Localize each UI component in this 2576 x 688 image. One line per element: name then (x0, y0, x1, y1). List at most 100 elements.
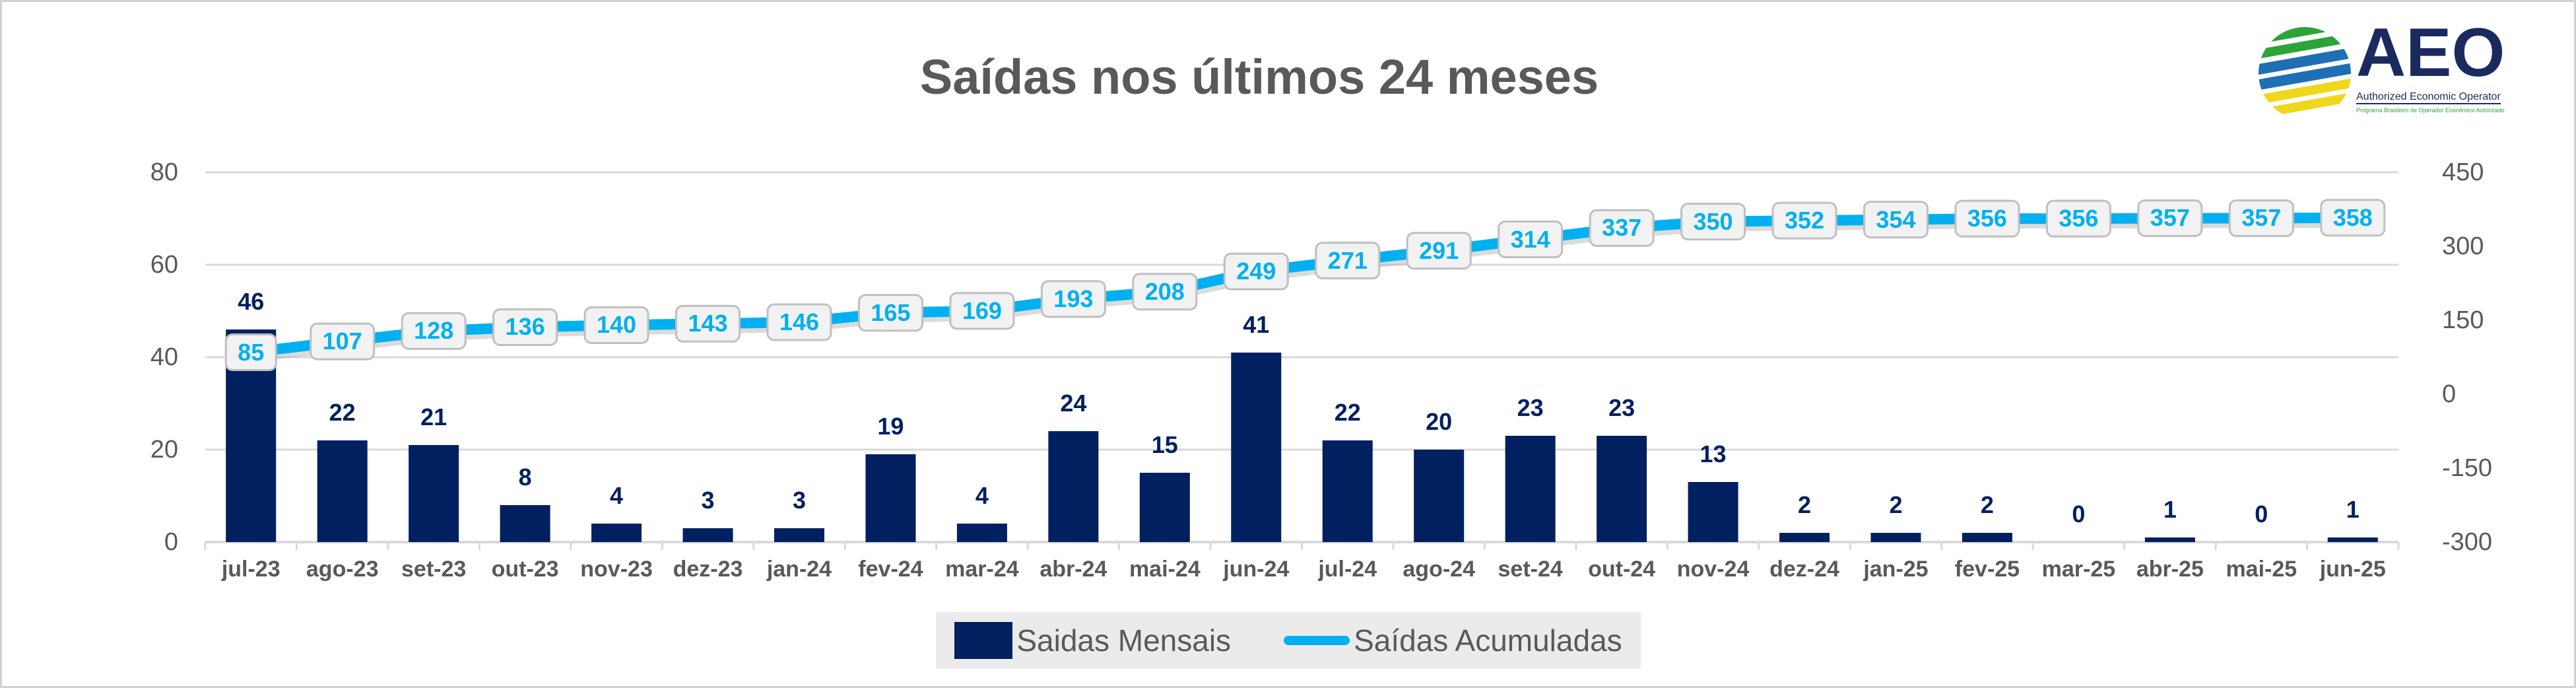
bar-data-label: 23 (1608, 394, 1635, 421)
line-data-label-box (2320, 199, 2386, 237)
line-data-label-box (1771, 201, 1837, 240)
bar (1322, 440, 1373, 542)
x-tick-label: mai-24 (1129, 557, 1201, 582)
line-data-label: 354 (1876, 205, 1916, 233)
bar-data-label: 41 (1243, 311, 1270, 338)
legend-label: Saídas Acumuladas (1354, 623, 1622, 658)
line-data-label: 107 (322, 327, 362, 355)
line-data-label-box (492, 308, 558, 346)
line-data-label: 352 (1784, 207, 1825, 234)
x-tick-label: jan-24 (766, 557, 832, 582)
bar (2144, 537, 2195, 542)
x-tick-label: fev-24 (858, 557, 923, 582)
line-data-label-box (1315, 242, 1381, 280)
y-left-tick-label: 20 (150, 436, 178, 464)
bar (2327, 537, 2378, 542)
legend-item-acumuladas: Saídas Acumuladas (1284, 623, 1622, 658)
y-left-tick-label: 60 (150, 251, 178, 279)
line-data-label-box (1132, 273, 1198, 311)
x-tick-label: abr-24 (1040, 557, 1107, 582)
bar-data-label: 2 (1980, 491, 1994, 518)
line-data-label: 291 (1419, 236, 1459, 264)
x-tick-label: dez-24 (1769, 557, 1839, 582)
x-tick-label: jul-23 (221, 557, 281, 582)
line-data-label: 193 (1053, 285, 1094, 312)
chart-title: Saídas nos últimos 24 meses (919, 50, 1599, 104)
x-tick-label: jan-25 (1863, 557, 1929, 582)
y-left-tick-label: 0 (164, 528, 178, 556)
bar-data-label: 20 (1426, 408, 1453, 435)
line-data-label: 128 (414, 317, 454, 345)
x-tick-label: nov-24 (1676, 557, 1750, 582)
line-data-label: 337 (1602, 214, 1642, 242)
bar-data-label: 22 (1334, 399, 1361, 426)
line-data-label: 136 (505, 313, 545, 341)
bar (1597, 436, 1647, 542)
line-data-label-box (1223, 252, 1289, 291)
legend-label: Saidas Mensais (1016, 623, 1232, 658)
bar-data-label: 24 (1060, 390, 1087, 417)
bar-data-label: 8 (518, 464, 532, 491)
line-data-label-box (1863, 201, 1929, 239)
y-right-tick-label: 150 (2442, 306, 2484, 334)
bar-data-label: 1 (2163, 496, 2177, 523)
line-data-label-box (310, 322, 376, 361)
line-data-label: 357 (2241, 204, 2282, 232)
x-tick-label: mar-24 (945, 557, 1019, 582)
line-data-label-box (2228, 199, 2294, 237)
bar-data-label: 46 (238, 288, 265, 315)
legend: Saidas Mensais Saídas Acumuladas (936, 612, 1641, 669)
line-data-label-box (1954, 199, 2020, 238)
x-tick-label: mar-25 (2041, 557, 2116, 582)
x-tick-label: set-24 (1498, 557, 1563, 582)
line-data-label: 249 (1236, 258, 1276, 285)
x-tick-label: mai-25 (2226, 557, 2297, 582)
bar-data-label: 22 (329, 399, 356, 426)
bar (1688, 482, 1738, 542)
bar (1779, 533, 1830, 542)
line-data-label: 165 (871, 298, 911, 326)
legend-swatch-bar (954, 622, 1013, 659)
line-data-label: 271 (1327, 246, 1368, 274)
line-data-label-box (949, 292, 1015, 330)
bar (1870, 533, 1921, 542)
bar-data-label: 1 (2346, 496, 2360, 523)
bar (1139, 473, 1190, 542)
x-tick-label: set-23 (401, 557, 467, 582)
line-data-label-box (2137, 199, 2203, 237)
x-tick-label: out-24 (1588, 557, 1656, 582)
line-data-label: 208 (1144, 277, 1185, 305)
bar-data-label: 4 (610, 482, 624, 509)
line-data-label: 140 (597, 311, 637, 339)
x-tick-label: ago-23 (306, 557, 379, 582)
bar-data-label: 0 (2072, 500, 2086, 528)
x-tick-label: dez-23 (673, 557, 743, 582)
bar (317, 440, 368, 542)
line-data-label: 356 (2059, 205, 2099, 232)
bar (682, 528, 733, 542)
bar-data-label: 15 (1151, 431, 1178, 458)
bar (1231, 353, 1282, 542)
bar (1505, 436, 1556, 542)
y-right-tick-label: -150 (2442, 454, 2493, 482)
bar-data-label: 4 (975, 482, 989, 509)
line-data-label: 357 (2150, 204, 2190, 232)
bar-data-label: 2 (1798, 491, 1812, 518)
x-tick-label: ago-24 (1403, 557, 1475, 582)
line-data-label-box (1498, 221, 1564, 259)
line-data-label: 85 (238, 338, 265, 366)
line-data-label: 143 (688, 310, 728, 337)
line-data-label-box (224, 333, 277, 372)
x-tick-label: nov-23 (580, 557, 653, 582)
y-right-tick-label: 300 (2442, 232, 2484, 260)
bar (865, 454, 916, 542)
line-data-label: 146 (779, 308, 819, 335)
line-data-label-box (401, 312, 467, 350)
bar (774, 528, 824, 542)
line-data-label-box (1040, 280, 1106, 318)
bar (1962, 533, 2012, 542)
x-tick-label: abr-25 (2136, 557, 2204, 582)
bar (956, 524, 1007, 542)
